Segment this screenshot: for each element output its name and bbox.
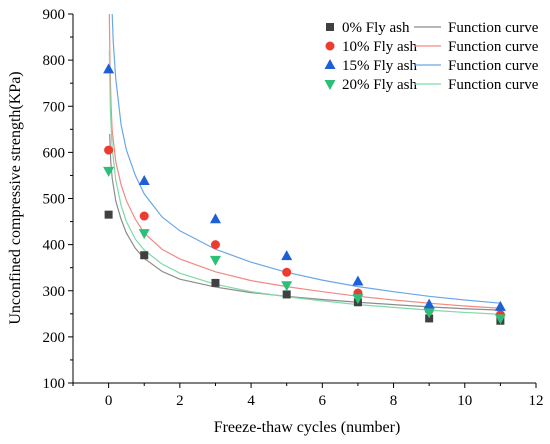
data-point-s0 (104, 210, 113, 219)
data-point-s3 (352, 294, 364, 305)
legend-label-0: 0% Fly ash (342, 20, 410, 36)
data-point-s2 (281, 250, 293, 261)
data-point-s1 (139, 211, 149, 221)
y-tick-label: 800 (43, 53, 66, 69)
y-tick-label: 200 (43, 330, 66, 346)
x-tick-label: 2 (176, 393, 184, 409)
legend-label-1: 10% Fly ash (342, 39, 418, 55)
y-tick-label: 500 (43, 192, 66, 208)
data-point-s2 (103, 63, 115, 74)
data-point-s1 (104, 145, 114, 155)
data-point-s1 (282, 267, 292, 277)
legend-fit-label-2: Function curve (448, 58, 539, 74)
y-axis-title: Unconfined compressive strength(KPa) (7, 71, 24, 324)
data-point-s0 (282, 290, 291, 299)
data-point-s2 (209, 213, 221, 224)
legend-label-2: 15% Fly ash (342, 58, 418, 74)
legend-marker-0 (326, 23, 334, 31)
data-point-s1 (210, 240, 220, 250)
legend-fit-label-3: Function curve (448, 77, 539, 93)
legend-label-3: 20% Fly ash (342, 77, 418, 93)
fit-curves-layer (108, 14, 501, 315)
x-tick-label: 6 (319, 393, 327, 409)
legend: 0% Fly ash Function curve 10% Fly ash Funct… (324, 20, 539, 93)
fit-curve-0 (109, 133, 501, 311)
x-tick-label: 4 (247, 393, 255, 409)
y-tick-label: 100 (43, 376, 66, 392)
x-tick-label: 10 (457, 393, 472, 409)
data-point-s2 (423, 298, 435, 309)
data-point-s2 (138, 174, 150, 185)
y-tick-label: 300 (43, 284, 66, 300)
legend-marker-1 (325, 41, 335, 51)
data-point-s3 (281, 281, 293, 292)
legend-marker-2 (324, 59, 336, 69)
x-tick-label: 12 (529, 393, 544, 409)
x-tick-label: 8 (390, 393, 398, 409)
fit-curve-2 (111, 14, 501, 304)
axes-layer: 0 2 4 6 8 10 12 100 200 300 400 500 600 700 800 900 (43, 7, 544, 409)
legend-fit-label-1: Function curve (448, 39, 539, 55)
data-point-s0 (211, 278, 220, 287)
fit-curve-3 (108, 50, 501, 315)
data-point-s2 (494, 300, 506, 311)
y-tick-label: 700 (43, 99, 66, 115)
y-tick-label: 600 (43, 145, 66, 161)
data-point-s3 (494, 314, 506, 325)
data-point-s3 (209, 255, 221, 266)
data-point-s3 (103, 166, 115, 177)
y-tick-label: 900 (43, 7, 66, 23)
x-tick-label: 0 (105, 393, 113, 409)
fit-curve-1 (108, 14, 501, 309)
data-point-s3 (423, 308, 435, 319)
y-tick-label: 400 (43, 238, 66, 254)
data-point-s2 (352, 275, 364, 286)
data-points-layer (103, 63, 506, 325)
legend-fit-label-0: Function curve (448, 20, 539, 36)
data-point-s0 (140, 251, 149, 260)
legend-marker-3 (324, 80, 336, 90)
data-point-s3 (138, 229, 150, 240)
x-axis-title: Freeze-thaw cycles (number) (214, 419, 401, 436)
